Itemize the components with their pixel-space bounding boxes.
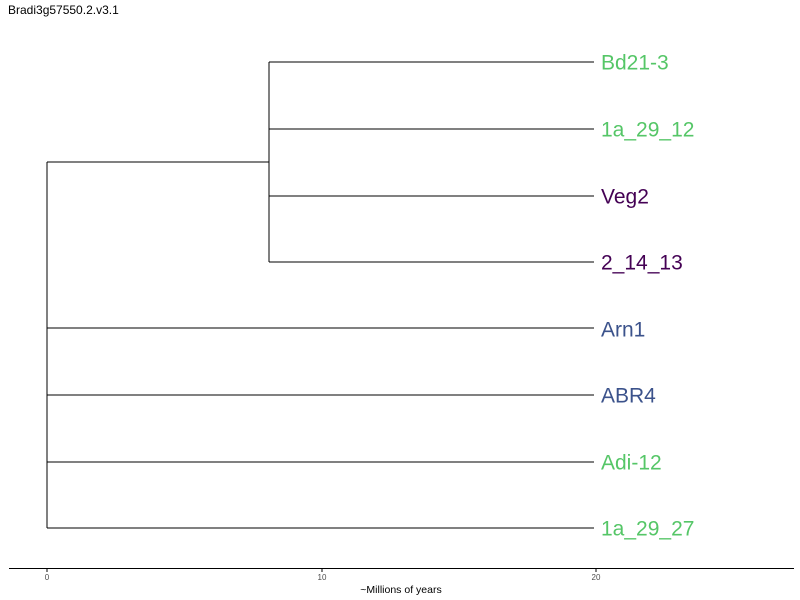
tree-branches	[46, 61, 594, 529]
tip-label: ABR4	[601, 385, 656, 408]
tip-label: Veg2	[601, 186, 649, 209]
tip-label: 1a_29_12	[601, 119, 694, 142]
tip-labels: Bd21-3 1a_29_12 Veg2 2_14_13 Arn1 ABR4 A…	[601, 52, 694, 541]
x-axis: 0 10 20 ~Millions of years	[9, 568, 794, 596]
tip-label: 1a_29_27	[601, 518, 694, 541]
tip-label: Arn1	[601, 319, 645, 342]
tip-label: 2_14_13	[601, 252, 683, 275]
x-axis-tick-label: 10	[318, 573, 327, 582]
x-axis-tick-label: 20	[592, 573, 601, 582]
x-axis-tick-label: 0	[45, 573, 50, 582]
tip-label: Bd21-3	[601, 52, 669, 75]
page-title: Bradi3g57550.2.v3.1	[8, 3, 119, 17]
x-axis-title: ~Millions of years	[360, 584, 441, 596]
tip-label: Adi-12	[601, 452, 662, 475]
